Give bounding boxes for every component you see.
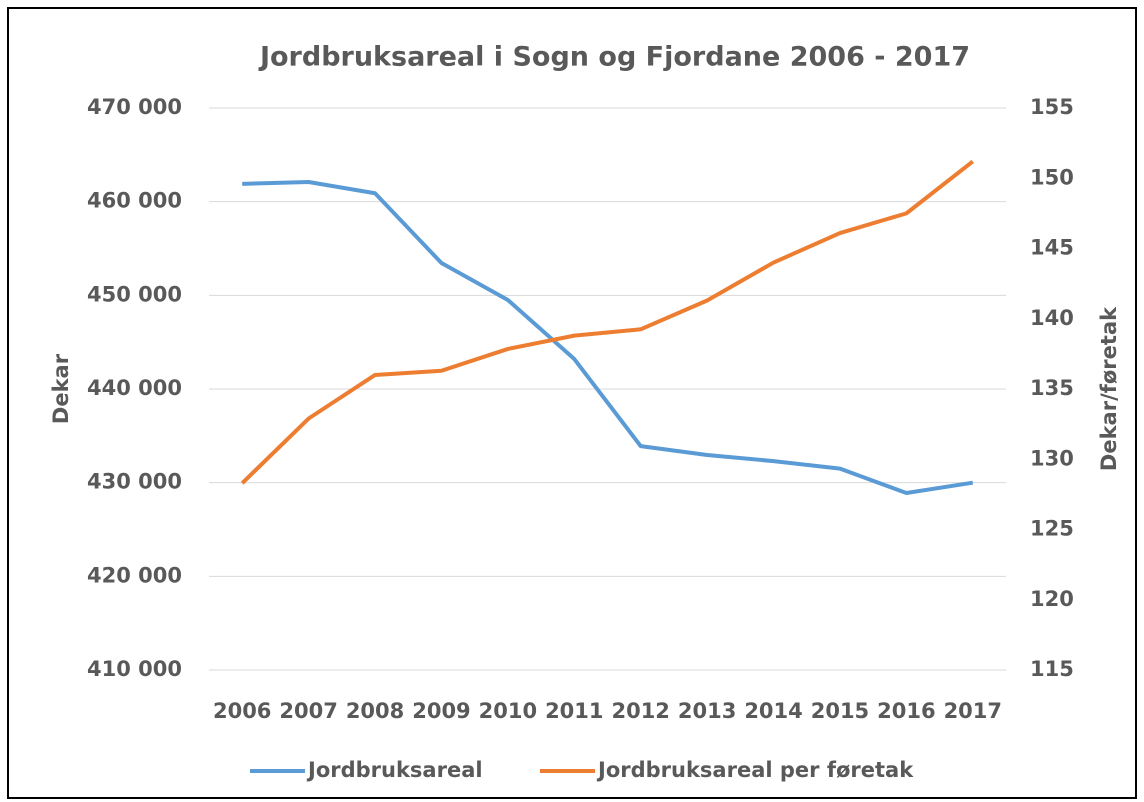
x-tick-label: 2016	[877, 699, 935, 723]
series-line	[240, 159, 975, 485]
legend-label: Jordbruksareal	[306, 758, 483, 782]
x-tick-label: 2011	[545, 699, 603, 723]
y2-tick-label: 115	[1030, 657, 1074, 681]
y2-tick-label: 155	[1030, 95, 1074, 119]
y-tick-label: 420 000	[87, 563, 182, 587]
x-tick-label: 2010	[479, 699, 537, 723]
y2-tick-label: 150	[1030, 165, 1074, 189]
x-tick-label: 2007	[279, 699, 337, 723]
y2-tick-label: 140	[1030, 306, 1074, 330]
chart-border	[7, 7, 1137, 799]
x-tick-label: 2009	[412, 699, 470, 723]
chart-title: Jordbruksareal i Sogn og Fjordane 2006 -…	[258, 42, 970, 73]
y-tick-label: 430 000	[87, 470, 182, 494]
x-tick-label: 2014	[744, 699, 802, 723]
x-tick-label: 2015	[811, 699, 869, 723]
y-axis-title: Dekar	[49, 353, 73, 424]
series-line	[242, 179, 974, 495]
y-tick-label: 470 000	[87, 95, 182, 119]
y-tick-label: 410 000	[87, 657, 182, 681]
y2-tick-label: 120	[1030, 587, 1074, 611]
y2-axis-title: Dekar/føretak	[1097, 306, 1121, 471]
y-tick-label: 440 000	[87, 376, 182, 400]
x-tick-label: 2017	[944, 699, 1002, 723]
y2-tick-label: 145	[1030, 236, 1074, 260]
y2-tick-label: 135	[1030, 376, 1074, 400]
x-tick-label: 2013	[678, 699, 736, 723]
x-tick-label: 2006	[213, 699, 271, 723]
x-tick-label: 2008	[346, 699, 404, 723]
y-tick-label: 450 000	[87, 282, 182, 306]
y2-tick-label: 130	[1030, 446, 1074, 470]
legend-label: Jordbruksareal per føretak	[596, 758, 914, 782]
x-tick-label: 2012	[611, 699, 669, 723]
y-tick-label: 460 000	[87, 189, 182, 213]
y2-tick-label: 125	[1030, 517, 1074, 541]
